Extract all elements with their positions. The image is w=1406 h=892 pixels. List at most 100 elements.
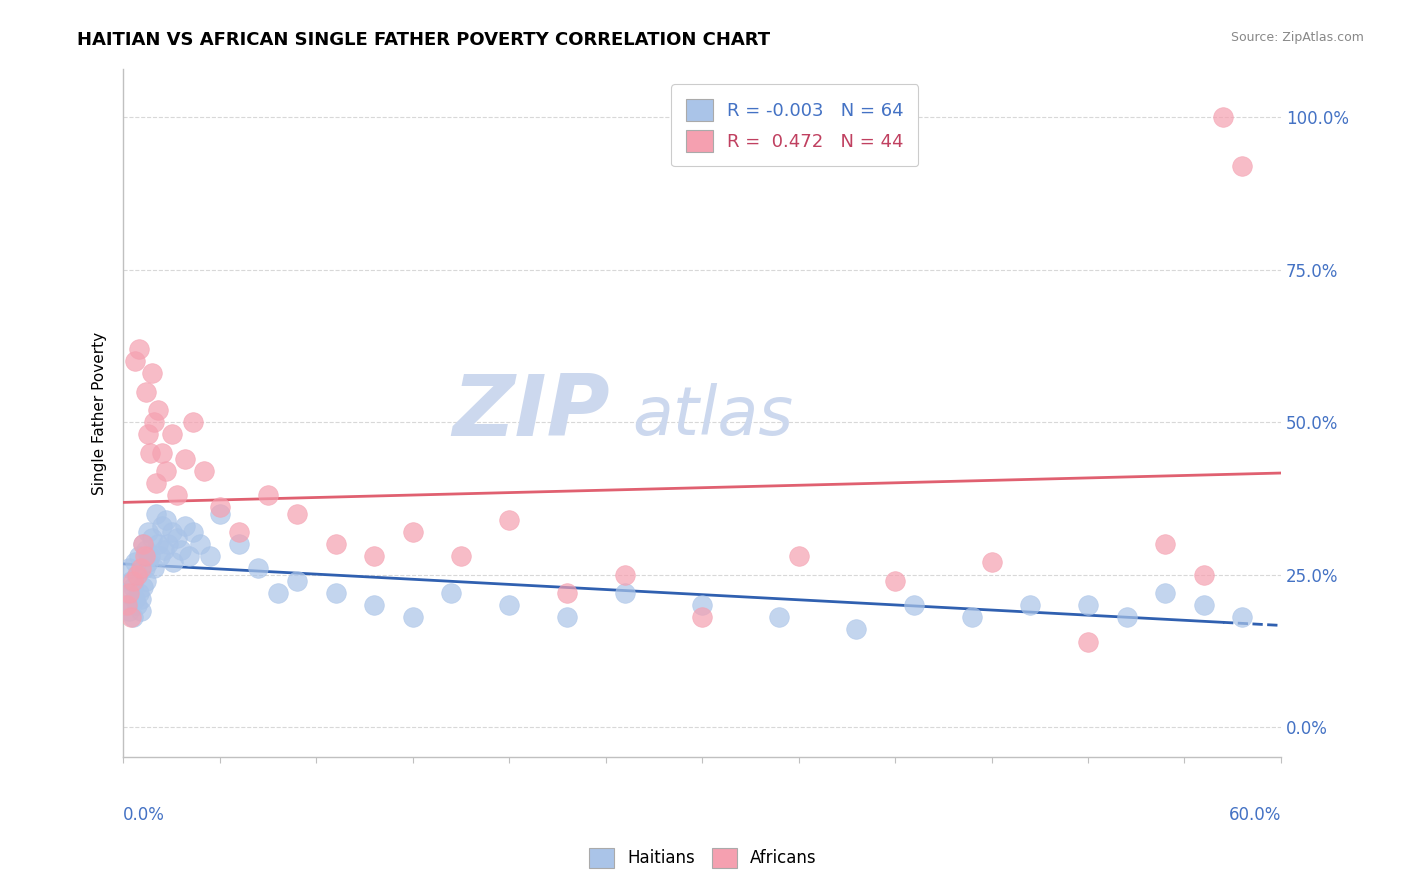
Point (613, 567, 636, 582)
Point (190, 537, 212, 551)
Point (980, 555, 1002, 569)
Legend: Haitians, Africans: Haitians, Africans (582, 841, 824, 875)
Point (247, 561, 270, 575)
Point (174, 451, 197, 466)
Point (690, 610, 713, 624)
Point (146, 537, 169, 551)
Point (962, 610, 984, 624)
Point (131, 537, 153, 551)
Point (181, 415, 204, 429)
Point (166, 531, 188, 545)
Point (266, 586, 288, 600)
Point (155, 464, 177, 478)
Point (122, 610, 145, 624)
Point (124, 591, 146, 606)
Point (402, 610, 425, 624)
Point (845, 623, 868, 637)
Point (363, 598, 385, 612)
Point (131, 580, 153, 594)
Legend: R = -0.003   N = 64, R =  0.472   N = 44: R = -0.003 N = 64, R = 0.472 N = 44 (671, 85, 918, 167)
Point (128, 342, 150, 356)
Point (115, 598, 138, 612)
Point (150, 518, 173, 533)
Point (160, 427, 183, 442)
Point (363, 549, 385, 564)
Point (450, 549, 472, 564)
Point (498, 598, 520, 612)
Point (138, 555, 160, 569)
Point (149, 549, 172, 564)
Point (1077, 598, 1099, 612)
Point (125, 598, 148, 612)
Text: 0.0%: 0.0% (124, 805, 165, 823)
Point (1077, 634, 1099, 648)
Point (124, 354, 146, 368)
Point (122, 580, 145, 594)
Point (138, 427, 160, 442)
Point (143, 415, 166, 429)
Point (768, 610, 790, 624)
Point (1192, 598, 1215, 612)
Text: atlas: atlas (633, 384, 794, 450)
Point (228, 537, 250, 551)
Point (129, 561, 152, 575)
Point (120, 574, 142, 588)
Text: Source: ZipAtlas.com: Source: ZipAtlas.com (1230, 31, 1364, 45)
Text: HAITIAN VS AFRICAN SINGLE FATHER POVERTY CORRELATION CHART: HAITIAN VS AFRICAN SINGLE FATHER POVERTY… (77, 31, 770, 49)
Point (138, 524, 160, 539)
Point (150, 445, 173, 459)
Point (903, 598, 925, 612)
Point (129, 591, 152, 606)
Point (170, 543, 193, 558)
Point (118, 604, 141, 618)
Point (1232, 159, 1254, 173)
Point (285, 574, 308, 588)
Point (145, 476, 167, 491)
Point (498, 513, 520, 527)
Point (1019, 598, 1042, 612)
Point (174, 518, 197, 533)
Point (141, 367, 163, 381)
Point (129, 604, 152, 618)
Point (1192, 567, 1215, 582)
Point (162, 555, 184, 569)
Point (325, 537, 347, 551)
Point (160, 524, 183, 539)
Y-axis label: Single Father Poverty: Single Father Poverty (93, 332, 107, 494)
Point (1212, 110, 1234, 124)
Point (156, 537, 179, 551)
Point (177, 549, 200, 564)
Point (139, 445, 162, 459)
Point (143, 561, 166, 575)
Point (139, 549, 162, 564)
Text: 60.0%: 60.0% (1229, 805, 1281, 823)
Point (1154, 537, 1177, 551)
Point (440, 586, 463, 600)
Point (145, 507, 167, 521)
Point (134, 549, 156, 564)
Point (208, 507, 231, 521)
Point (166, 488, 188, 502)
Point (118, 586, 141, 600)
Point (114, 598, 136, 612)
Point (120, 610, 142, 624)
Point (125, 567, 148, 582)
Point (285, 507, 308, 521)
Point (122, 574, 145, 588)
Point (884, 574, 907, 588)
Point (135, 574, 157, 588)
Point (198, 549, 221, 564)
Point (124, 555, 146, 569)
Point (1232, 610, 1254, 624)
Point (118, 561, 141, 575)
Point (402, 524, 425, 539)
Point (787, 549, 810, 564)
Point (134, 561, 156, 575)
Point (131, 537, 153, 551)
Point (153, 543, 176, 558)
Point (125, 567, 148, 582)
Point (155, 513, 177, 527)
Point (135, 543, 157, 558)
Point (193, 464, 215, 478)
Point (1154, 586, 1177, 600)
